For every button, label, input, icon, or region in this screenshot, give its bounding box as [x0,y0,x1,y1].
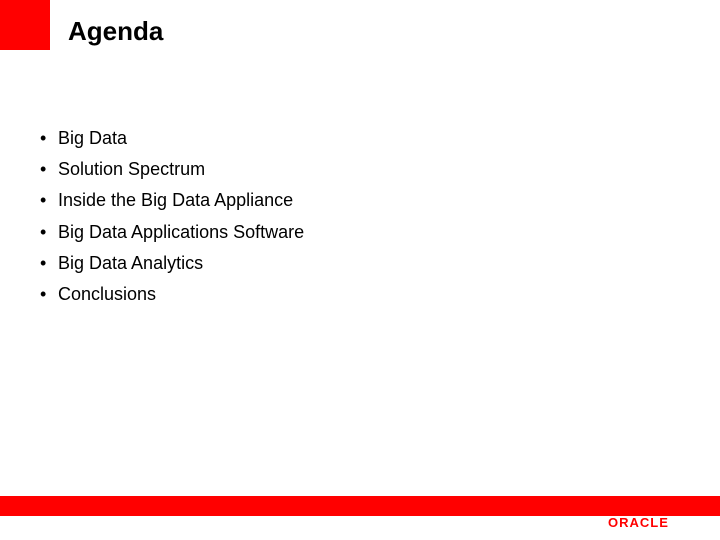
footer-bar [0,496,720,516]
list-item: • Big Data Analytics [40,251,304,276]
logo-text: ORACLE [608,516,669,530]
list-item: • Conclusions [40,282,304,307]
slide-title: Agenda [68,16,163,47]
list-item: • Big Data [40,126,304,151]
bullet-text: Big Data Analytics [58,251,203,276]
bullet-list: • Big Data • Solution Spectrum • Inside … [40,126,304,313]
bullet-icon: • [40,251,58,276]
bullet-text: Inside the Big Data Appliance [58,188,293,213]
bullet-text: Conclusions [58,282,156,307]
bullet-icon: • [40,282,58,307]
bullet-text: Big Data [58,126,127,151]
accent-square [0,0,50,50]
bullet-icon: • [40,188,58,213]
bullet-icon: • [40,157,58,182]
oracle-logo: ORACLE [608,516,698,530]
bullet-text: Big Data Applications Software [58,220,304,245]
list-item: • Big Data Applications Software [40,220,304,245]
bullet-icon: • [40,220,58,245]
list-item: • Solution Spectrum [40,157,304,182]
list-item: • Inside the Big Data Appliance [40,188,304,213]
bullet-text: Solution Spectrum [58,157,205,182]
bullet-icon: • [40,126,58,151]
